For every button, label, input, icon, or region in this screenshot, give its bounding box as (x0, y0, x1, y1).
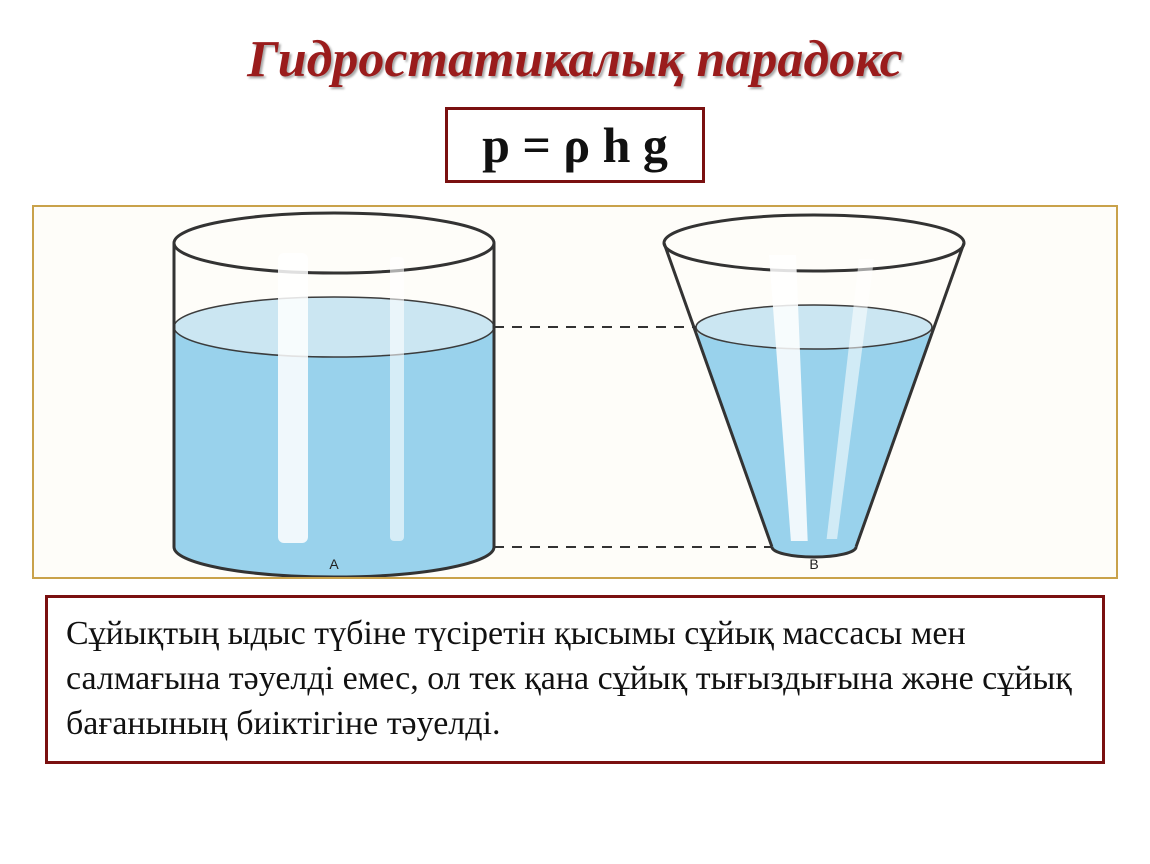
formula-text: p = ρ h g (482, 117, 668, 173)
diagram-container: AB (32, 205, 1118, 579)
description-text: Сұйықтың ыдыс түбіне түсіретін қысымы сұ… (66, 615, 1072, 742)
hydrostatic-diagram: AB (34, 207, 1118, 579)
svg-text:B: B (809, 556, 818, 572)
svg-text:A: A (329, 556, 339, 572)
page-title: Гидростатикалық парадокс (0, 0, 1150, 89)
formula-box: p = ρ h g (445, 107, 705, 183)
description-box: Сұйықтың ыдыс түбіне түсіретін қысымы сұ… (45, 595, 1105, 764)
